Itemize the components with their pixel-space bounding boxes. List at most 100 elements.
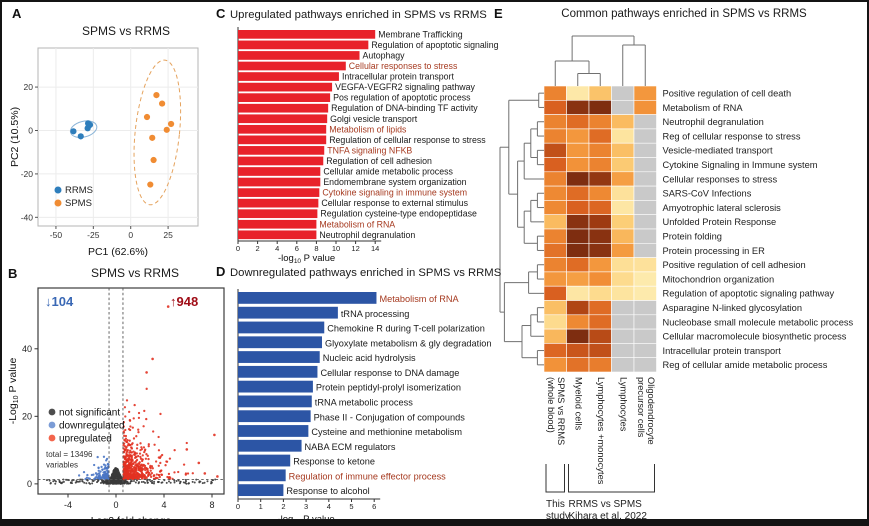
up-point	[158, 475, 161, 479]
down-point	[102, 463, 106, 466]
ns-point	[144, 481, 147, 484]
ns-point	[109, 479, 112, 482]
heatmap-cell	[611, 100, 635, 115]
heatmap-cell	[543, 200, 567, 215]
ns-point	[140, 480, 143, 483]
data-point-spms	[167, 120, 175, 128]
legend-label: not significant	[59, 408, 120, 419]
up-point	[138, 452, 142, 455]
up-point	[136, 472, 140, 475]
x-tick-label: 0	[128, 230, 133, 240]
x-tick-label: 0	[113, 500, 118, 510]
heatmap-cell	[611, 243, 635, 258]
up-point	[143, 409, 146, 413]
heatmap-column-label: precursor cells	[636, 377, 646, 438]
up-point	[126, 471, 130, 474]
data-point-rrms	[70, 128, 77, 135]
down-point	[92, 473, 95, 476]
heatmap-cell	[633, 157, 657, 173]
up-point	[142, 468, 145, 471]
up-point	[148, 471, 151, 475]
heatmap-cell	[566, 100, 590, 115]
up-outlier-point	[185, 448, 189, 451]
heatmap-cell	[588, 357, 612, 373]
up-point	[138, 461, 141, 464]
ns-point	[126, 480, 129, 483]
down-point	[95, 475, 98, 479]
y-tick-label: -40	[21, 212, 34, 222]
legend-label-spms: SPMS	[65, 198, 92, 209]
pathway-bar	[238, 146, 325, 155]
up-point	[168, 457, 172, 460]
total-variables-note: variables	[46, 461, 78, 470]
up-point	[159, 412, 162, 416]
up-point	[123, 455, 126, 458]
down-point	[104, 470, 107, 473]
pathway-bar-label: Regulation cysteine-type endopeptidase	[320, 209, 477, 219]
down-point	[98, 472, 101, 475]
down-point	[102, 455, 106, 458]
heatmap-cell	[611, 214, 635, 230]
up-point	[129, 458, 132, 461]
up-point	[124, 472, 127, 476]
pathway-bar	[238, 103, 329, 113]
panel-c-title: Upregulated pathways enriched in SPMS vs…	[230, 9, 487, 21]
ns-point	[165, 481, 168, 484]
up-point	[124, 448, 127, 451]
ns-point	[115, 479, 118, 482]
ns-point	[81, 480, 84, 483]
y-tick-label: 40	[22, 344, 32, 354]
heatmap-row-label: Unfolded Protein Response	[663, 217, 777, 227]
heatmap-cell	[588, 100, 612, 115]
pathway-bar-label: Nucleic acid hydrolysis	[323, 353, 416, 363]
up-point	[135, 435, 138, 438]
up-point	[154, 476, 158, 479]
down-point	[85, 476, 89, 479]
up-point	[154, 460, 158, 463]
down-point	[97, 466, 100, 470]
up-point	[128, 469, 131, 472]
heatmap-cell	[588, 185, 612, 201]
ns-point	[123, 482, 126, 485]
down-point	[94, 472, 98, 475]
up-point	[130, 447, 134, 450]
down-point	[96, 455, 99, 459]
ns-point	[124, 480, 127, 483]
pathway-bar-label: TNFA signaling NFKB	[327, 145, 412, 155]
up-point	[124, 434, 128, 438]
heatmap-cell	[611, 314, 635, 330]
up-point	[142, 474, 145, 478]
heatmap-cell	[566, 271, 590, 287]
down-point	[105, 473, 108, 476]
pathway-bar	[238, 306, 338, 319]
up-point	[143, 466, 147, 470]
up-point	[136, 443, 139, 446]
pathway-bar	[238, 484, 284, 497]
heatmap-cell	[588, 314, 612, 330]
up-point	[145, 417, 148, 421]
data-point-rrms	[77, 133, 84, 140]
x-tick-label: 6	[295, 244, 299, 253]
pathway-bar	[238, 156, 324, 166]
up-point	[149, 475, 153, 479]
heatmap-cell	[633, 343, 657, 358]
down-point	[87, 477, 90, 480]
heatmap-row-label: Positive regulation of cell death	[663, 88, 792, 98]
pathway-bar	[238, 336, 322, 349]
data-point-spms	[153, 92, 160, 99]
heatmap-cell	[611, 157, 635, 173]
heatmap-cell	[588, 157, 612, 173]
up-point	[133, 474, 136, 477]
heatmap-cell	[633, 328, 657, 344]
heatmap-cell	[611, 357, 635, 373]
heatmap-cell	[543, 128, 567, 144]
pathway-bar-label: Intracellular protein transport	[342, 72, 455, 82]
up-point	[133, 471, 136, 474]
panel-b-volcano: B SPMS vs RRMS -4 0 4 8 0 20 40 ↓104 ↑948 not sig…	[6, 264, 236, 519]
ns-point	[118, 475, 121, 478]
ns-point	[65, 478, 68, 481]
pathway-bar	[238, 72, 339, 81]
up-point	[157, 449, 161, 452]
up-point	[165, 460, 168, 463]
heatmap-cell	[588, 300, 612, 316]
